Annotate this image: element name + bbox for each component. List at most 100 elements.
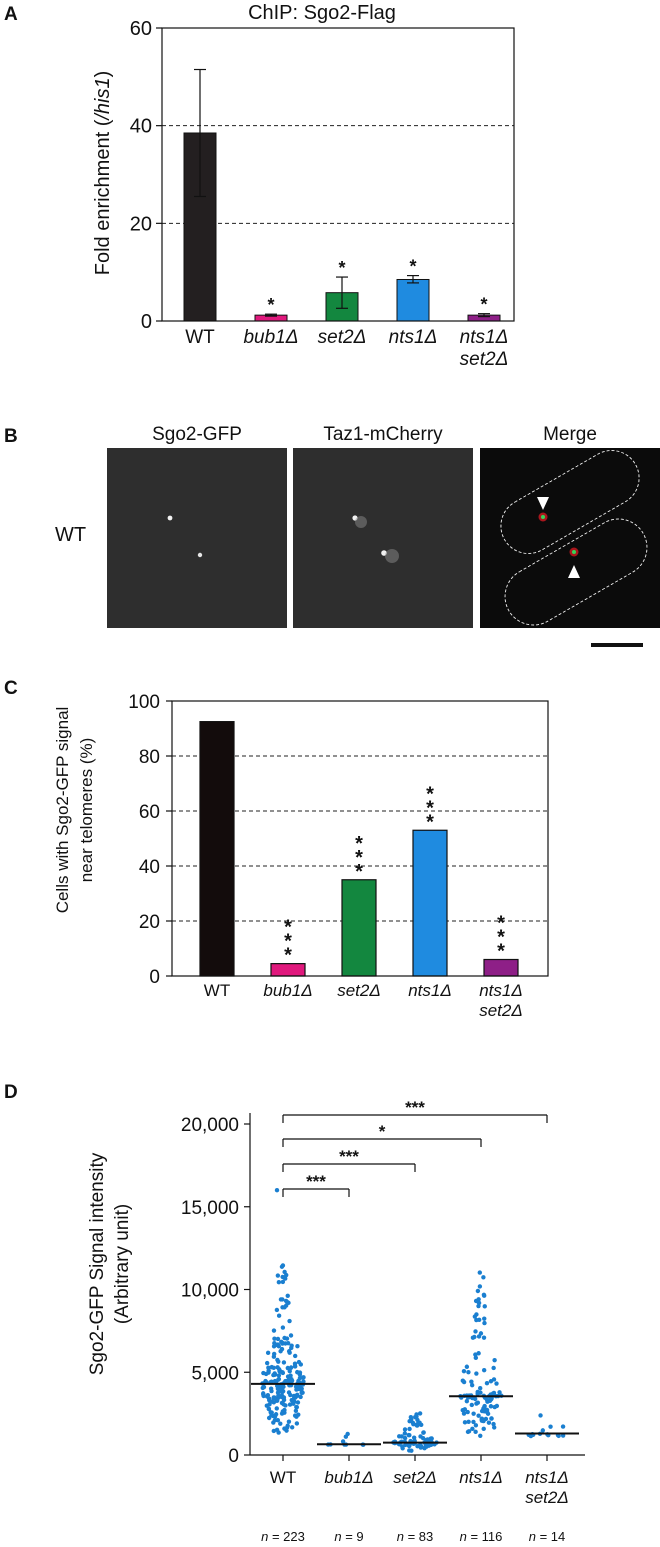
data-point <box>494 1381 499 1386</box>
significance-star: * <box>379 1122 386 1141</box>
data-point <box>264 1403 270 1408</box>
data-point <box>279 1264 285 1269</box>
data-point <box>488 1379 494 1384</box>
significance-star: * <box>284 917 292 939</box>
data-point <box>491 1390 497 1396</box>
data-point <box>280 1340 285 1346</box>
data-point <box>469 1402 474 1408</box>
data-point <box>402 1427 408 1432</box>
c-category-label-set2-delta: set2Δ <box>337 981 381 1000</box>
d-category-label-nts1-delta: nts1Δ <box>459 1468 503 1487</box>
arrowhead-icon <box>568 565 580 578</box>
y-tick-label: 60 <box>139 802 160 823</box>
row-label-wt: WT <box>55 524 86 546</box>
y-tick-label: 20 <box>139 912 160 933</box>
data-point <box>282 1407 287 1413</box>
data-point <box>464 1398 470 1404</box>
significance-star: * <box>284 945 292 967</box>
y-tick-label: 0 <box>228 1446 239 1467</box>
data-point <box>297 1370 303 1375</box>
data-point <box>295 1400 301 1405</box>
data-point <box>423 1442 429 1448</box>
data-point <box>460 1378 466 1383</box>
data-point <box>469 1382 475 1388</box>
data-point <box>476 1334 482 1339</box>
data-point <box>460 1408 465 1413</box>
y-axis-label-d-line2: (Arbitrary unit) <box>112 1204 133 1324</box>
data-point <box>538 1413 543 1418</box>
data-point <box>274 1406 279 1411</box>
data-point <box>285 1423 290 1428</box>
data-point <box>263 1371 269 1377</box>
data-point <box>474 1312 479 1317</box>
data-point <box>280 1325 286 1330</box>
micrograph-taz1-mcherry <box>293 448 473 628</box>
data-point <box>486 1420 492 1425</box>
data-point <box>286 1349 292 1354</box>
data-point <box>271 1328 277 1333</box>
data-point <box>402 1431 408 1436</box>
data-point <box>280 1279 286 1285</box>
data-point <box>273 1412 279 1417</box>
n-count-label: n = 116 <box>460 1529 503 1544</box>
data-point <box>289 1345 294 1351</box>
data-point <box>469 1379 474 1384</box>
micrograph-merge <box>480 439 660 637</box>
data-point <box>274 1188 280 1193</box>
data-point <box>261 1384 267 1390</box>
data-point <box>298 1394 303 1400</box>
data-point <box>275 1398 280 1403</box>
data-point <box>474 1371 479 1376</box>
data-point <box>478 1433 483 1438</box>
c-category-label-wt: WT <box>204 981 230 1000</box>
y-tick-label: 10,000 <box>181 1281 239 1302</box>
significance-star: * <box>426 797 434 819</box>
micrograph-sgo2-gfp <box>107 448 287 628</box>
data-point <box>285 1374 291 1379</box>
data-point <box>407 1448 412 1453</box>
y-tick-label: 20,000 <box>181 1115 239 1136</box>
data-point <box>285 1293 290 1299</box>
data-point <box>277 1369 282 1374</box>
arrowhead-icon <box>537 497 549 510</box>
y-axis-label-c-line2: near telomeres (%) <box>77 738 96 883</box>
c-category-label-bub1-delta: bub1Δ <box>263 981 312 1000</box>
data-point <box>285 1365 290 1371</box>
data-point <box>482 1304 487 1309</box>
data-point <box>477 1270 483 1275</box>
a-category-label-wt: WT <box>185 327 215 348</box>
data-point <box>481 1367 487 1373</box>
data-point <box>271 1351 277 1357</box>
data-point <box>461 1368 467 1374</box>
data-point <box>476 1413 481 1418</box>
data-point <box>264 1394 270 1399</box>
significance-star: * <box>497 941 505 963</box>
data-point <box>280 1400 285 1406</box>
data-point <box>473 1423 479 1428</box>
data-point <box>289 1425 295 1430</box>
data-point <box>283 1403 288 1408</box>
y-axis-label-d-line1: Sgo2-GFP Signal intensity <box>87 1152 108 1375</box>
data-point <box>481 1293 487 1298</box>
data-point <box>406 1443 412 1449</box>
d-category-label-bub1-delta: bub1Δ <box>324 1468 373 1487</box>
data-point <box>491 1365 496 1371</box>
data-point <box>466 1369 471 1375</box>
data-point <box>278 1421 283 1426</box>
data-point <box>407 1426 412 1432</box>
data-point <box>275 1273 281 1278</box>
data-point <box>497 1390 502 1395</box>
data-point <box>280 1370 286 1376</box>
data-point <box>276 1280 282 1285</box>
channel-label-taz1-mcherry: Taz1-mCherry <box>323 424 443 445</box>
panel-label-b: B <box>4 426 18 447</box>
data-point <box>411 1421 416 1427</box>
data-point <box>345 1431 350 1437</box>
data-point <box>272 1340 277 1346</box>
data-point <box>272 1417 278 1423</box>
data-point <box>407 1418 412 1424</box>
data-point <box>475 1288 481 1294</box>
data-point <box>473 1355 479 1361</box>
data-point <box>402 1435 408 1441</box>
data-point <box>560 1424 566 1429</box>
